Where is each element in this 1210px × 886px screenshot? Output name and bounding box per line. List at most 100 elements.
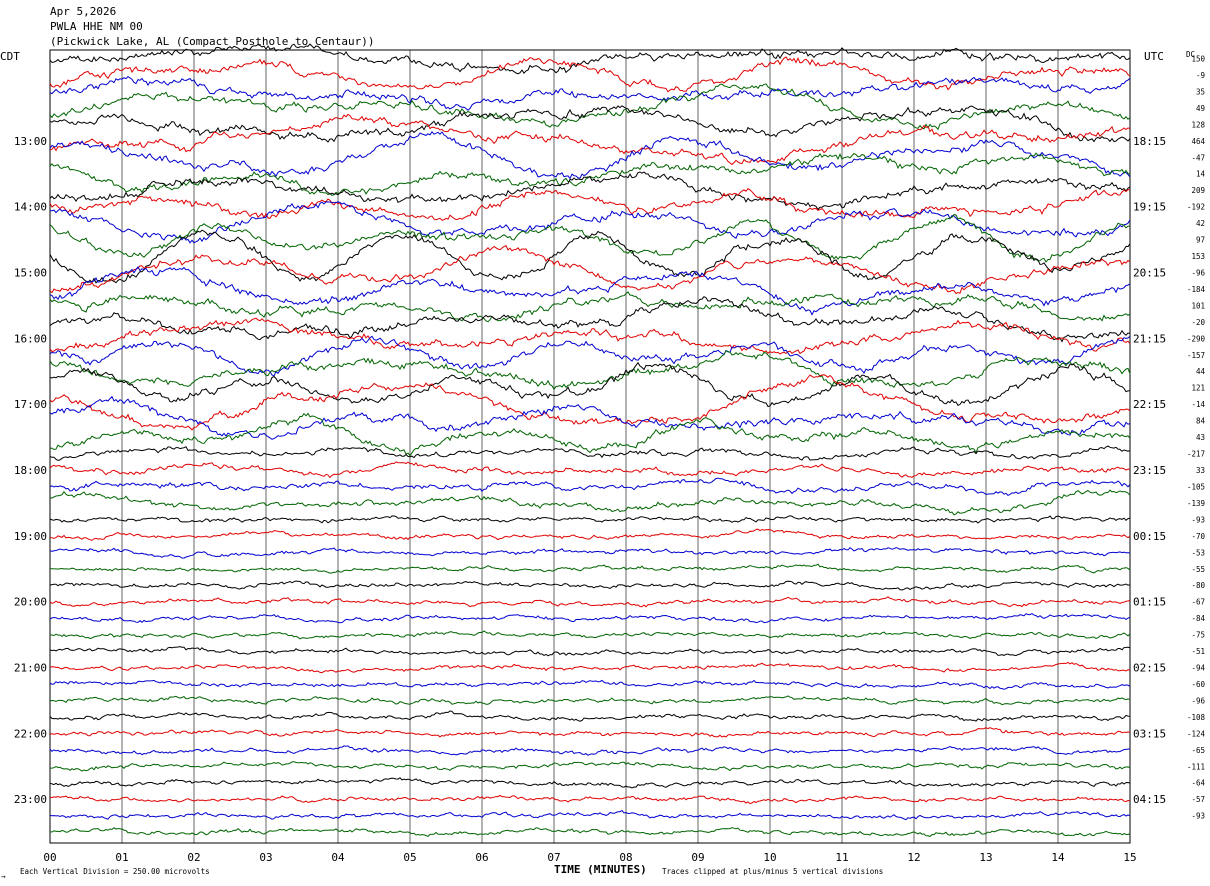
- right-time-label: 01:15: [1133, 596, 1166, 609]
- x-tick-label: 03: [259, 851, 272, 864]
- plot-frame: [49, 49, 1131, 844]
- dc-offset-label: -65: [1191, 746, 1205, 755]
- seismic-trace: [49, 335, 1131, 377]
- right-time-label: 20:15: [1133, 266, 1166, 279]
- x-tick-label: 01: [115, 851, 128, 864]
- right-time-label: 04:15: [1133, 793, 1166, 806]
- seismic-trace: [49, 130, 1131, 180]
- seismic-trace: [49, 646, 1131, 657]
- x-tick-label: 14: [1051, 851, 1065, 864]
- dc-offset-label: -108: [1187, 713, 1206, 722]
- seismic-trace: [49, 395, 1131, 440]
- seismic-trace: [49, 710, 1131, 722]
- dc-offset-label: 464: [1191, 137, 1205, 146]
- seismic-trace: [49, 245, 1131, 295]
- x-tick-label: 05: [403, 851, 416, 864]
- right-time-labels: 18:15 19:15 20:15 21:15 22:15 23:15 00:15 01:15…: [1133, 135, 1166, 806]
- seismic-trace: [49, 83, 1131, 131]
- scale-note: Each Vertical Division = 250.00 microvol…: [20, 867, 210, 876]
- seismic-trace: [49, 461, 1131, 479]
- x-tick-label: 11: [835, 851, 848, 864]
- left-time-label: 15:00: [14, 266, 47, 279]
- seismic-trace: [49, 745, 1131, 756]
- right-time-label: 02:15: [1133, 662, 1166, 675]
- x-tick-label: 09: [691, 851, 704, 864]
- left-time-label: 18:00: [14, 464, 47, 477]
- dc-offset-label: 84: [1196, 417, 1206, 426]
- dc-offset-label: -67: [1191, 598, 1205, 607]
- seismic-trace: [49, 827, 1131, 838]
- x-tick-label: 06: [475, 851, 488, 864]
- dc-offset-label: -111: [1187, 762, 1205, 771]
- seismic-trace: [49, 695, 1131, 706]
- x-tick-label: 04: [331, 851, 345, 864]
- dc-offset-label: -84: [1191, 614, 1205, 623]
- seismic-trace: [49, 477, 1131, 497]
- dc-offset-label: 43: [1196, 433, 1205, 442]
- dc-offset-label: -60: [1191, 680, 1205, 689]
- dc-offset-label: -157: [1187, 351, 1205, 360]
- dc-offset-label: -9: [1196, 71, 1205, 80]
- dc-offset-label: 33: [1196, 466, 1205, 475]
- dc-offset-label: -64: [1191, 779, 1205, 788]
- seismic-trace: [49, 291, 1131, 323]
- dc-offset-label: 121: [1191, 384, 1205, 393]
- dc-offset-label: -124: [1187, 729, 1206, 738]
- dc-offset-label: -93: [1191, 812, 1205, 821]
- left-time-label: 20:00: [14, 596, 47, 609]
- seismic-trace: [49, 777, 1131, 789]
- seismic-trace: [49, 350, 1131, 391]
- dc-offset-label: -57: [1191, 795, 1205, 804]
- dc-offset-label: -192: [1187, 203, 1205, 212]
- right-timezone: UTC: [1144, 50, 1164, 63]
- x-tick-label: 12: [907, 851, 920, 864]
- seismic-trace: [49, 661, 1131, 674]
- left-timezone: CDT: [0, 50, 20, 63]
- trace-group: [49, 43, 1131, 838]
- dc-offset-label: 44: [1196, 367, 1206, 376]
- dc-offset-label: 209: [1191, 186, 1205, 195]
- seismic-trace: [49, 171, 1131, 211]
- x-tick-label: 07: [547, 851, 560, 864]
- dc-offset-label: -184: [1187, 285, 1206, 294]
- dc-offset-label: -139: [1187, 499, 1205, 508]
- dc-offset-label: 97: [1196, 236, 1205, 245]
- dc-offset-label: 128: [1191, 120, 1205, 129]
- right-time-label: 23:15: [1133, 464, 1166, 477]
- left-time-label: 16:00: [14, 332, 47, 345]
- grid: [121, 50, 1059, 843]
- left-time-label: 13:00: [14, 135, 47, 148]
- dc-offset-label: -96: [1191, 268, 1205, 277]
- dc-offset-label: -55: [1191, 565, 1205, 574]
- seismic-trace: [49, 105, 1131, 143]
- seismic-trace: [49, 489, 1131, 516]
- clip-note: Traces clipped at plus/minus 5 vertical …: [662, 867, 883, 876]
- corner-mark: →: [1, 872, 6, 881]
- seismic-trace: [49, 445, 1131, 461]
- left-time-label: 19:00: [14, 530, 47, 543]
- x-tick-label: 15: [1123, 851, 1136, 864]
- dc-offset-label: -51: [1191, 647, 1205, 656]
- seismic-trace: [49, 265, 1131, 316]
- left-time-labels: 13:00 14:00 15:00 16:00 17:00 18:00 19:00 20:00…: [14, 135, 47, 806]
- dc-offset-label: -217: [1187, 450, 1205, 459]
- header-date: Apr 5,2026: [50, 5, 116, 18]
- dc-offset-label: 49: [1196, 104, 1205, 113]
- dc-header: DC: [1186, 50, 1195, 59]
- dc-offset-label: 42: [1196, 219, 1205, 228]
- x-tick-label: 08: [619, 851, 632, 864]
- dc-offset-label: -94: [1191, 664, 1205, 673]
- seismic-trace: [49, 188, 1131, 221]
- x-tick-label: 02: [187, 851, 200, 864]
- right-time-label: 03:15: [1133, 727, 1166, 740]
- left-time-label: 14:00: [14, 201, 47, 214]
- dc-offset-label: -14: [1191, 400, 1205, 409]
- seismic-trace: [49, 75, 1131, 111]
- dc-offset-label: -70: [1191, 532, 1205, 541]
- right-time-label: 22:15: [1133, 398, 1166, 411]
- dc-offset-label: -80: [1191, 581, 1205, 590]
- dc-offset-label: -105: [1187, 482, 1205, 491]
- dc-offset-label: 150: [1191, 55, 1205, 64]
- seismic-trace: [49, 727, 1131, 738]
